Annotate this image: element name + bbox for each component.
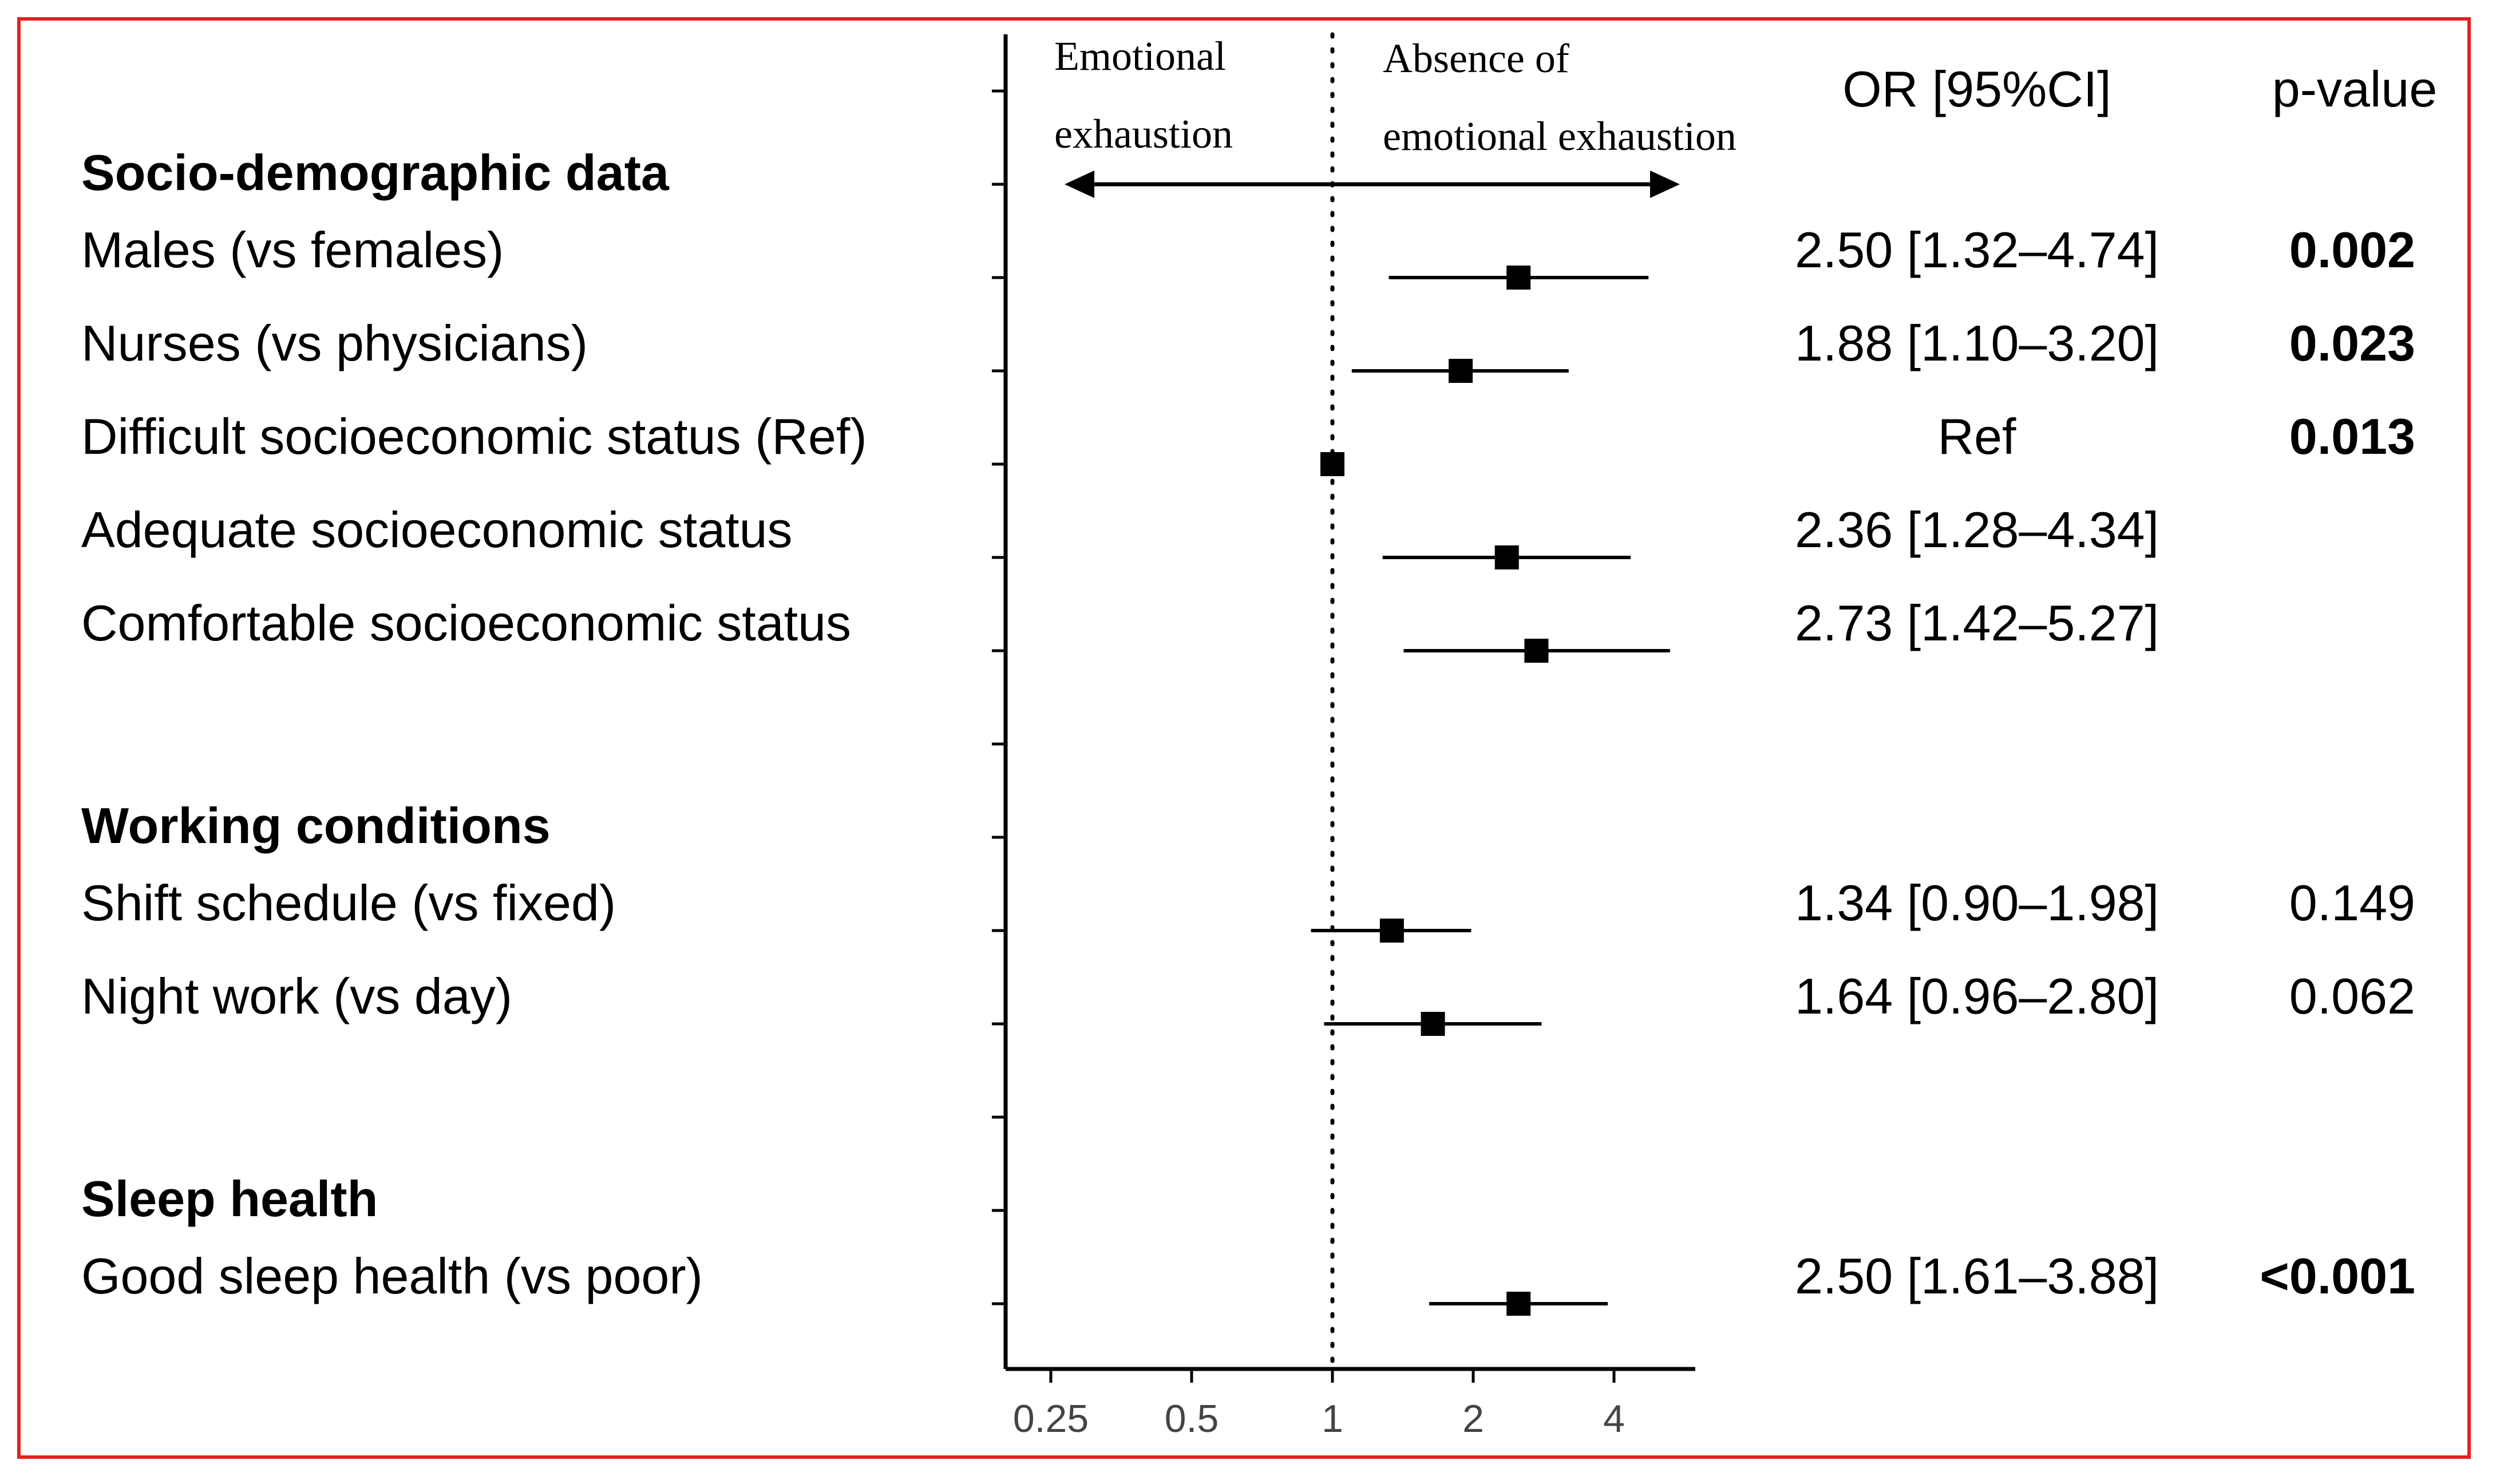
or-ci-text: Ref xyxy=(1938,408,2016,465)
figure-frame xyxy=(17,17,2471,1459)
row-label: Good sleep health (vs poor) xyxy=(81,1248,703,1304)
x-tick-label: 1 xyxy=(1322,1397,1343,1441)
point-estimate-marker xyxy=(1506,266,1531,290)
section-title: Sleep health xyxy=(81,1170,378,1227)
point-estimate-marker xyxy=(1379,919,1404,943)
or-ci-text: 1.64 [0.96–2.80] xyxy=(1795,968,2159,1024)
x-tick-label: 2 xyxy=(1462,1397,1484,1441)
x-tick-label: 0.5 xyxy=(1165,1397,1219,1441)
point-estimate-marker xyxy=(1421,1012,1445,1036)
direction-right-line2: emotional exhaustion xyxy=(1383,113,1736,159)
x-tick-label: 4 xyxy=(1603,1397,1625,1441)
p-value-column-header: p-value xyxy=(2272,61,2438,117)
row-label: Adequate socioeconomic status xyxy=(81,501,793,558)
row-label: Comfortable socioeconomic status xyxy=(81,595,851,651)
point-estimate-marker xyxy=(1506,1292,1531,1316)
direction-left-line2: exhaustion xyxy=(1054,111,1233,157)
p-value-text: <0.001 xyxy=(2260,1248,2415,1304)
section-title: Socio-demographic data xyxy=(81,144,670,201)
or-ci-text: 1.34 [0.90–1.98] xyxy=(1795,874,2159,931)
p-value-text: 0.062 xyxy=(2289,968,2415,1024)
arrow-left-head-icon xyxy=(1065,171,1094,198)
direction-right-line1: Absence of xyxy=(1383,35,1569,81)
or-column-header: OR [95%CI] xyxy=(1842,61,2111,117)
row-label: Nurses (vs physicians) xyxy=(81,315,588,371)
row-label: Males (vs females) xyxy=(81,221,504,278)
or-ci-text: 2.73 [1.42–5.27] xyxy=(1795,595,2159,651)
p-value-text: 0.023 xyxy=(2289,315,2415,371)
p-value-text: 0.149 xyxy=(2289,874,2415,931)
row-label: Night work (vs day) xyxy=(81,968,512,1024)
or-ci-text: 2.50 [1.32–4.74] xyxy=(1795,221,2159,278)
p-value-text: 0.013 xyxy=(2289,408,2415,465)
point-estimate-marker xyxy=(1524,639,1549,663)
row-label: Difficult socioeconomic status (Ref) xyxy=(81,408,867,465)
arrow-right-head-icon xyxy=(1650,171,1680,198)
direction-left-line1: Emotional xyxy=(1054,33,1226,79)
or-ci-text: 1.88 [1.10–3.20] xyxy=(1795,315,2159,371)
row-label: Shift schedule (vs fixed) xyxy=(81,874,616,931)
point-estimate-marker xyxy=(1449,359,1473,383)
point-estimate-marker xyxy=(1494,545,1519,569)
p-value-text: 0.002 xyxy=(2289,221,2415,278)
point-estimate-marker xyxy=(1320,452,1344,476)
section-title: Working conditions xyxy=(81,797,551,854)
or-ci-text: 2.50 [1.61–3.88] xyxy=(1795,1248,2159,1304)
x-tick-label: 0.25 xyxy=(1013,1397,1089,1441)
or-ci-text: 2.36 [1.28–4.34] xyxy=(1795,501,2159,558)
